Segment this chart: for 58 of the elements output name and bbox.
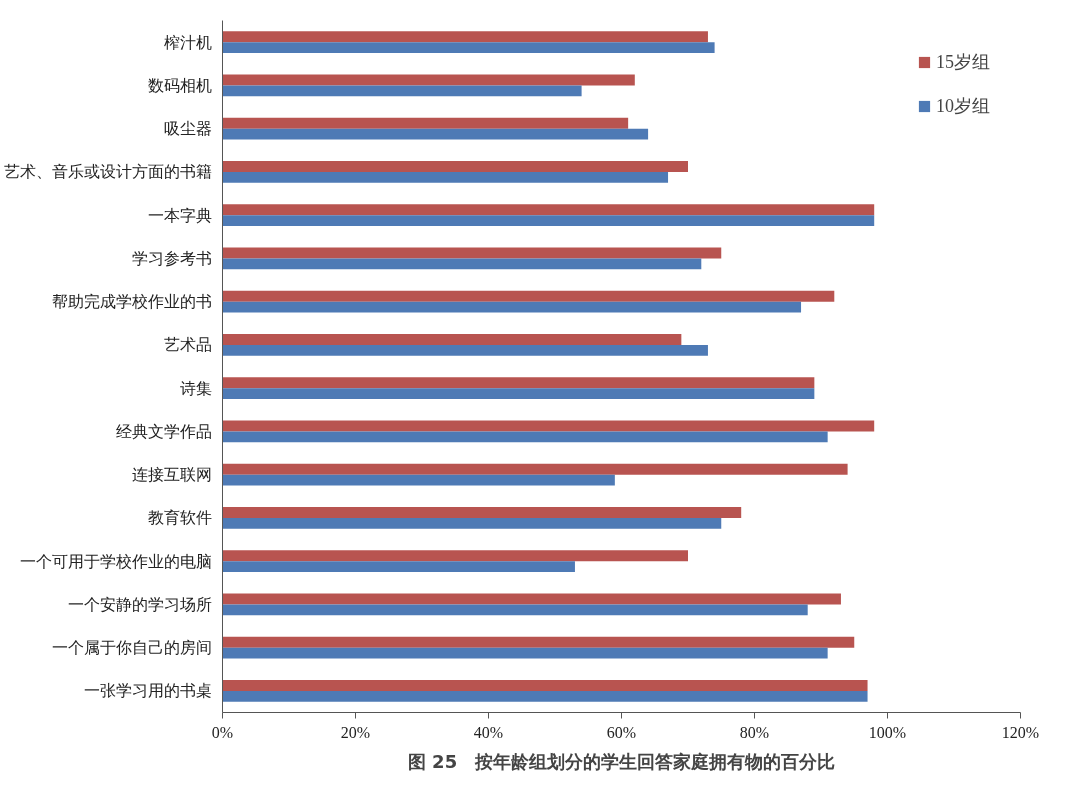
y-tick-label: 一个属于你自己的房间 [51, 639, 212, 657]
bar [222, 344, 708, 356]
y-tick-label: 诗集 [179, 379, 212, 397]
bar [222, 215, 875, 226]
bar [222, 290, 835, 302]
bar [222, 171, 669, 183]
bar [222, 463, 848, 475]
bar [222, 377, 815, 389]
x-tick-label: 60% [606, 723, 637, 741]
bar [222, 636, 855, 648]
y-tick-label: 艺术、音乐或设计方面的书籍 [3, 163, 212, 181]
bar [222, 31, 708, 43]
bar [222, 388, 815, 399]
x-tick-label: 80% [739, 723, 770, 741]
y-tick-label: 学习参考书 [131, 249, 212, 267]
y-tick-label: 连接互联网 [131, 466, 212, 484]
bar [222, 128, 649, 140]
y-tick-label: 教育软件 [147, 509, 212, 527]
y-tick-label: 帮助完成学校作业的书 [51, 293, 212, 311]
bar [222, 604, 808, 616]
x-tick-label: 40% [473, 723, 504, 741]
bar [222, 42, 715, 53]
bar [222, 420, 875, 432]
y-tick-label: 数码相机 [147, 76, 212, 94]
bar [222, 74, 635, 86]
bar [222, 301, 802, 313]
text: 图 25 按年龄组划分的学生回答家庭拥有物的百分比 [407, 750, 836, 772]
bar [222, 334, 682, 345]
x-tick-label: 100% [868, 723, 907, 741]
y-tick-label: 经典文学作品 [115, 422, 212, 440]
y-tick-label: 一个安静的学习场所 [67, 595, 212, 613]
y-tick-label: 榨汁机 [163, 33, 212, 51]
bar [222, 680, 868, 691]
bar [222, 247, 722, 259]
bar [222, 561, 575, 572]
bar [222, 507, 742, 518]
x-tick-label: 120% [1001, 723, 1040, 741]
bar [222, 517, 722, 529]
bar [222, 258, 702, 270]
y-tick-label: 一张学习用的书桌 [83, 682, 212, 700]
bar [222, 204, 875, 216]
bar [222, 550, 688, 562]
bar [222, 647, 828, 659]
bar [222, 593, 841, 605]
y-tick-label: 吸尘器 [163, 120, 212, 138]
bar [222, 474, 615, 486]
y-tick-label: 一本字典 [147, 206, 212, 224]
legend-label: 15岁组 [936, 51, 990, 74]
bar [222, 85, 582, 97]
legend-label: 10岁组 [936, 95, 990, 118]
x-tick-label: 0% [211, 723, 234, 741]
bar [222, 431, 828, 443]
x-tick-label: 20% [340, 723, 371, 741]
bar [222, 161, 688, 172]
y-tick-label: 艺术品 [163, 336, 212, 354]
bar [222, 690, 868, 702]
y-tick-label: 一个可用于学校作业的电脑 [19, 552, 212, 570]
bar [222, 117, 629, 129]
